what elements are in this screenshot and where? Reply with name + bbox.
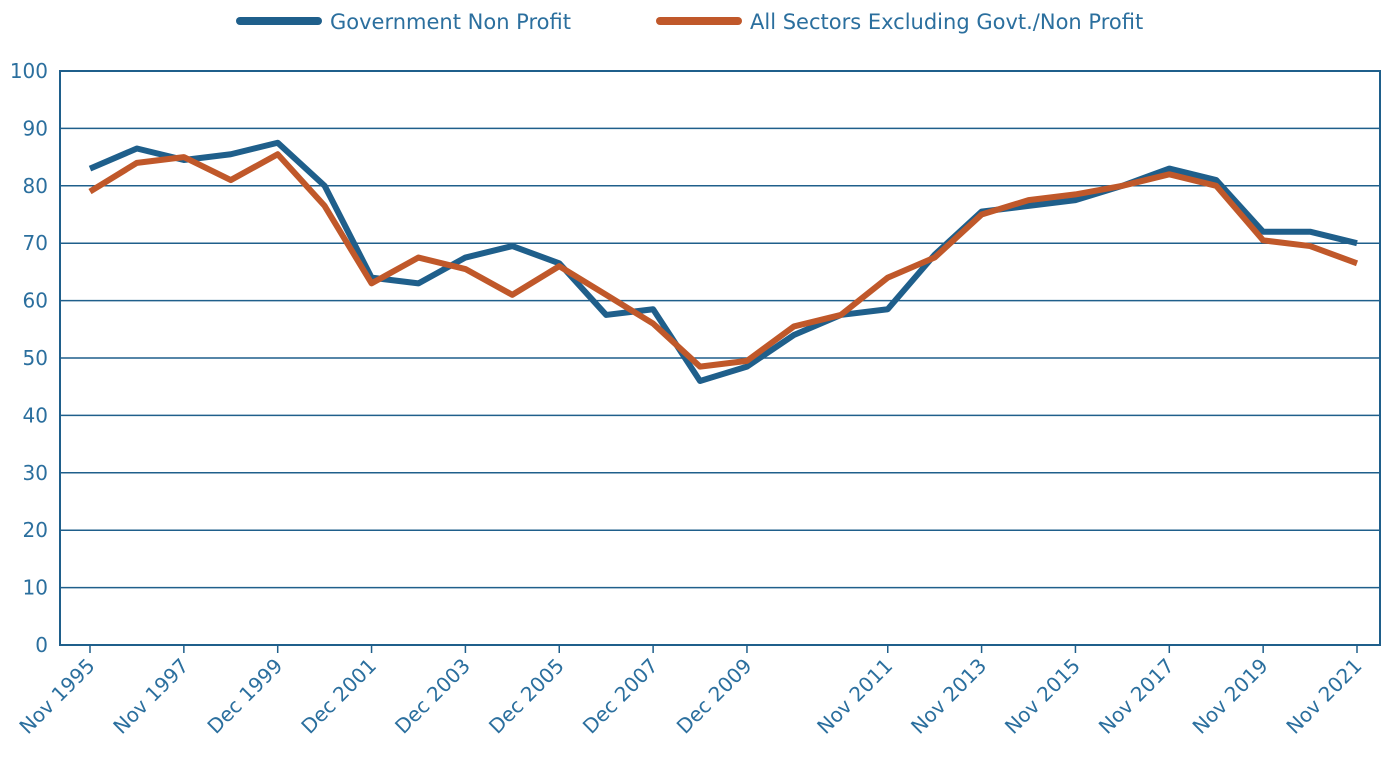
y-tick-label: 20 bbox=[23, 518, 48, 542]
x-tick-label: Nov 1997 bbox=[108, 654, 193, 739]
x-tick-label: Dec 2007 bbox=[578, 654, 663, 739]
y-tick-label: 10 bbox=[23, 576, 48, 600]
plot-frame bbox=[59, 70, 1381, 646]
x-tick-label: Dec 2005 bbox=[484, 654, 569, 739]
x-tick-label: Nov 1995 bbox=[14, 654, 99, 739]
x-tick-label: Nov 2015 bbox=[1000, 654, 1085, 739]
legend-label: All Sectors Excluding Govt./Non Profit bbox=[750, 10, 1143, 34]
y-tick-label: 50 bbox=[23, 346, 48, 370]
x-tick-label: Dec 2003 bbox=[390, 654, 475, 739]
x-tick-label: Nov 2019 bbox=[1188, 654, 1273, 739]
x-tick-label: Dec 2009 bbox=[672, 654, 757, 739]
x-tick-label: Nov 2011 bbox=[812, 654, 897, 739]
legend-label: Government Non Profit bbox=[330, 10, 571, 34]
series-line bbox=[88, 151, 1359, 370]
y-tick-label: 90 bbox=[23, 116, 48, 140]
x-tick-label: Nov 2017 bbox=[1094, 654, 1179, 739]
series-line bbox=[88, 139, 1358, 384]
y-tick-label: 80 bbox=[23, 174, 48, 198]
y-tick-label: 30 bbox=[23, 461, 48, 485]
y-tick-label: 100 bbox=[10, 59, 48, 83]
y-tick-label: 60 bbox=[23, 289, 48, 313]
y-tick-label: 0 bbox=[35, 633, 48, 657]
y-tick-label: 40 bbox=[23, 403, 48, 427]
x-tick-label: Nov 2013 bbox=[906, 654, 991, 739]
x-tick-label: Dec 2001 bbox=[296, 654, 381, 739]
x-tick-label: Nov 2021 bbox=[1281, 654, 1366, 739]
y-tick-label: 70 bbox=[23, 231, 48, 255]
x-tick-label: Dec 1999 bbox=[202, 654, 287, 739]
